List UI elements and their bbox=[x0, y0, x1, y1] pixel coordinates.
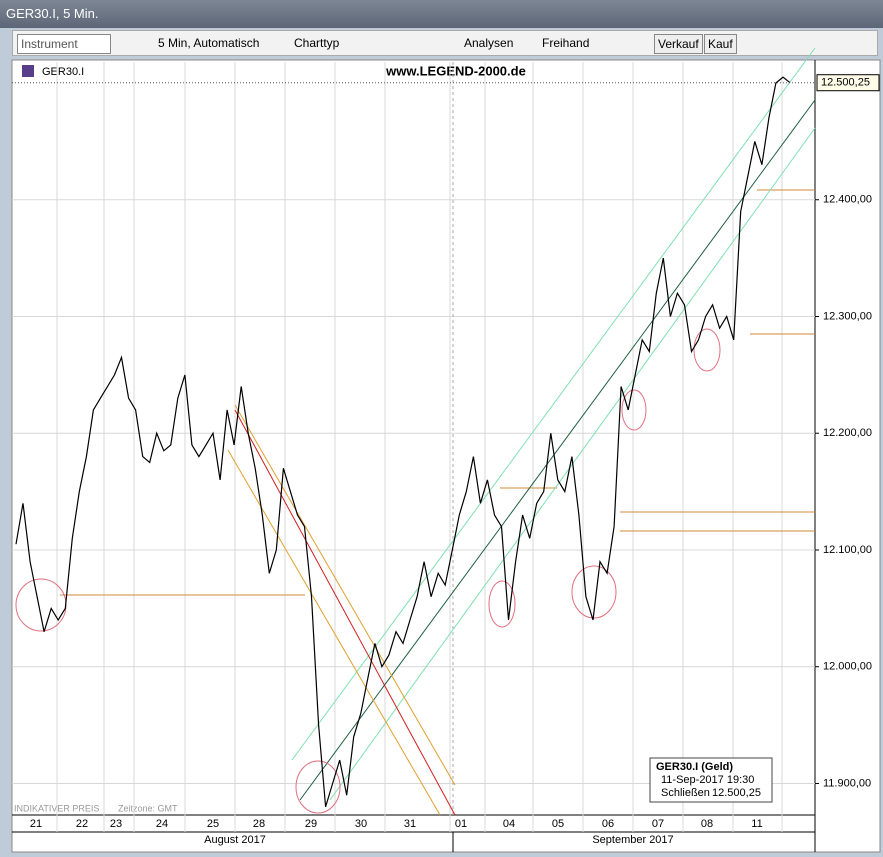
x-tick-label: 11 bbox=[751, 818, 762, 830]
legend-time: 11-Sep-2017 19:30 bbox=[661, 774, 754, 786]
legend-close-label: Schließen bbox=[661, 787, 710, 799]
y-tick-label: 12.400,00 bbox=[823, 194, 872, 206]
x-tick-label: 29 bbox=[305, 818, 317, 830]
timezone-note: Zeitzone: GMT bbox=[118, 803, 178, 813]
highlight-ellipse bbox=[571, 565, 617, 619]
sell-button[interactable]: Verkauf bbox=[654, 34, 703, 54]
chart-frame bbox=[11, 59, 881, 853]
x-tick-label: 06 bbox=[602, 818, 614, 830]
interval-dropdown[interactable]: 5 Min, Automatisch bbox=[158, 36, 260, 50]
month-label: August 2017 bbox=[204, 834, 266, 846]
y-tick-label: 11.900,00 bbox=[823, 777, 871, 789]
legend-title: GER30.I (Geld) bbox=[656, 761, 733, 773]
title-bar: GER30.I, 5 Min. bbox=[0, 0, 883, 28]
x-tick-label: 25 bbox=[207, 818, 219, 830]
y-tick-label: 12.200,00 bbox=[823, 427, 872, 439]
toolbar: Instrument 5 Min, Automatisch Charttyp A… bbox=[12, 30, 878, 56]
x-tick-label: 31 bbox=[404, 818, 416, 830]
charttype-dropdown[interactable]: Charttyp bbox=[294, 36, 340, 50]
x-tick-label: 07 bbox=[652, 818, 664, 830]
freehand-dropdown[interactable]: Freihand bbox=[542, 36, 590, 50]
instrument-input[interactable]: Instrument bbox=[17, 34, 111, 54]
x-tick-label: 22 bbox=[76, 818, 88, 830]
chart-title: www.LEGEND-2000.de bbox=[385, 63, 526, 78]
drawings bbox=[15, 47, 816, 816]
downtrend-channel bbox=[234, 404, 456, 786]
price-line bbox=[15, 76, 791, 807]
buy-button[interactable]: Kauf bbox=[704, 34, 737, 54]
x-tick-label: 08 bbox=[701, 818, 713, 830]
x-tick-label: 01 bbox=[455, 818, 467, 830]
x-tick-label: 24 bbox=[156, 818, 168, 830]
legend-close: 12.500,25 bbox=[712, 787, 761, 799]
trend-line bbox=[299, 99, 816, 801]
instrument-icon bbox=[22, 65, 34, 77]
highlight-ellipse bbox=[621, 389, 647, 431]
y-tick-label: 12.300,00 bbox=[823, 310, 872, 322]
x-tick-label: 30 bbox=[355, 818, 367, 830]
legend-box bbox=[649, 757, 773, 803]
y-tick-label: 12.000,00 bbox=[823, 661, 872, 673]
analyses-dropdown[interactable]: Analysen bbox=[464, 36, 514, 50]
month-label: September 2017 bbox=[592, 834, 673, 846]
x-tick-label: 23 bbox=[110, 818, 122, 830]
instrument-label: GER30.I bbox=[42, 66, 84, 78]
x-tick-label: 21 bbox=[30, 818, 42, 830]
x-tick-label: 28 bbox=[253, 818, 265, 830]
downtrend-line bbox=[234, 409, 456, 816]
highlight-ellipse bbox=[295, 760, 341, 814]
x-tick-label: 04 bbox=[503, 818, 515, 830]
last-price-label: 12.500,25 bbox=[821, 77, 870, 89]
channel-line bbox=[291, 47, 816, 761]
downtrend-channel bbox=[227, 449, 441, 816]
y-tick-label: 12.100,00 bbox=[823, 544, 872, 556]
last-price-box bbox=[816, 74, 880, 92]
x-tick-label: 05 bbox=[552, 818, 564, 830]
highlight-ellipse bbox=[488, 580, 516, 628]
highlight-ellipse bbox=[693, 328, 721, 372]
